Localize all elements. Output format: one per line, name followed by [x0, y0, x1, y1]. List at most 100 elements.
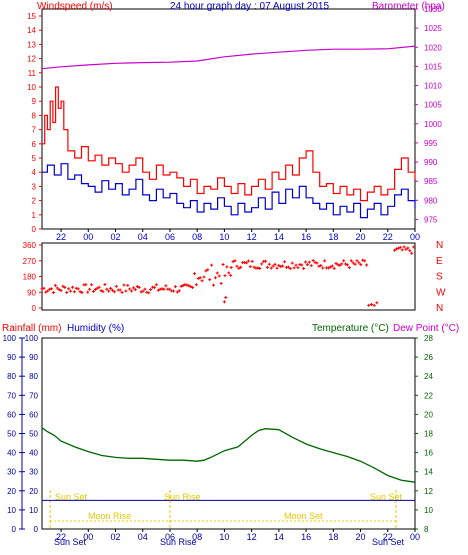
- direction-point: [204, 269, 208, 273]
- temp-xtick-label: 18: [328, 532, 338, 542]
- temperature-ytick-label: 24: [424, 372, 433, 381]
- humidity-ytick-label: 30: [7, 468, 16, 477]
- windspeed-ytick-label: 5: [32, 154, 37, 163]
- direction-point: [298, 262, 302, 266]
- direction-point: [344, 262, 348, 266]
- rainfall-ytick-label: 70: [29, 391, 38, 400]
- temp-xtick-label: 16: [301, 532, 311, 542]
- direction-point: [400, 248, 404, 252]
- direction-point: [367, 303, 371, 307]
- direction-point: [74, 286, 78, 290]
- direction-point: [398, 245, 402, 249]
- rainfall-ytick-label: 10: [29, 506, 38, 515]
- direction-point: [154, 283, 158, 287]
- direction-point: [93, 287, 97, 291]
- direction-point: [86, 290, 90, 294]
- rainfall-ytick-label: 0: [34, 525, 39, 534]
- wind-xtick-label: 08: [192, 232, 202, 242]
- humidity-axis-title: Humidity (%): [67, 323, 124, 334]
- compass-label: S: [436, 272, 443, 283]
- direction-point: [307, 260, 311, 264]
- direction-point: [191, 286, 195, 290]
- direction-point: [40, 287, 44, 291]
- direction-point: [91, 289, 95, 293]
- barometer-line: [41, 45, 416, 70]
- temp-xtick-label: 08: [192, 532, 202, 542]
- temperature-ytick-label: 26: [424, 353, 433, 362]
- direction-point: [311, 258, 315, 262]
- direction-point: [406, 246, 410, 250]
- temperature-ytick-label: 28: [424, 334, 433, 343]
- direction-point: [305, 263, 309, 267]
- direction-point: [283, 260, 287, 264]
- direction-point: [246, 259, 250, 263]
- temp-xtick-label: 20: [356, 532, 366, 542]
- direction-point: [302, 267, 306, 271]
- direction-point: [345, 263, 349, 267]
- windspeed-ytick-label: 11: [28, 69, 37, 78]
- rainfall-axis-title: Rainfall (mm): [2, 323, 61, 334]
- direction-point: [57, 288, 61, 292]
- direction-point: [208, 278, 212, 282]
- wind-xtick-label: 04: [138, 232, 148, 242]
- wind-xtick-label: 12: [247, 232, 257, 242]
- direction-point: [212, 283, 216, 287]
- temp-xtick-label: 22: [56, 532, 66, 542]
- direction-point: [330, 264, 334, 268]
- temp-xtick-label: 00: [83, 532, 93, 542]
- temperature-axis-title: Temperature (°C): [312, 323, 389, 334]
- direction-point: [194, 283, 198, 287]
- direction-point: [336, 263, 340, 267]
- direction-point: [309, 264, 313, 268]
- wind-xtick-label: 00: [83, 232, 93, 242]
- rainfall-ytick-label: 30: [29, 468, 38, 477]
- direction-point: [90, 283, 94, 287]
- direction-point: [372, 303, 376, 307]
- direction-point: [365, 263, 369, 267]
- direction-ytick-label: 270: [23, 257, 37, 266]
- humidity-ytick-label: 60: [7, 410, 16, 419]
- barometer-ytick-label: 1010: [424, 82, 442, 91]
- wind-xtick-label: 16: [301, 232, 311, 242]
- direction-point: [126, 283, 130, 287]
- direction-point: [156, 288, 160, 292]
- wind-xtick-label: 10: [219, 232, 229, 242]
- direction-point: [59, 289, 63, 293]
- rainfall-ytick-label: 100: [25, 334, 39, 343]
- direction-point: [244, 261, 248, 265]
- moon-rise-label: Moon Rise: [88, 511, 131, 521]
- direction-point: [105, 287, 109, 291]
- direction-point: [292, 266, 296, 270]
- direction-point: [135, 284, 139, 288]
- direction-point: [122, 283, 126, 287]
- direction-point: [229, 273, 233, 277]
- direction-point: [369, 303, 373, 306]
- humidity-ytick-label: 100: [3, 334, 17, 343]
- direction-point: [222, 300, 226, 304]
- direction-point: [288, 267, 292, 271]
- barometer-ytick-label: 1000: [424, 120, 442, 129]
- direction-point: [210, 263, 214, 267]
- direction-point: [192, 272, 196, 276]
- direction-point: [394, 247, 398, 251]
- direction-point: [158, 287, 162, 291]
- direction-point: [248, 265, 252, 269]
- direction-ytick-label: 90: [27, 288, 36, 297]
- direction-point: [332, 266, 336, 270]
- direction-point: [239, 265, 243, 269]
- wind-xtick-label: 14: [274, 232, 284, 242]
- temperature-ytick-label: 14: [424, 468, 433, 477]
- temperature-line: [41, 427, 416, 483]
- direction-point: [286, 265, 290, 269]
- wind-xtick-label: 22: [56, 232, 66, 242]
- direction-point: [258, 266, 262, 270]
- direction-point: [187, 284, 191, 288]
- windspeed-ytick-label: 12: [27, 55, 36, 64]
- humidity-ytick-label: 50: [7, 430, 16, 439]
- direction-point: [271, 264, 275, 268]
- direction-point: [252, 265, 256, 269]
- direction-point: [97, 285, 101, 289]
- windspeed-ytick-label: 0: [32, 225, 37, 234]
- temp-xtick-label: 14: [274, 532, 284, 542]
- wind-gust-line: [42, 86, 416, 202]
